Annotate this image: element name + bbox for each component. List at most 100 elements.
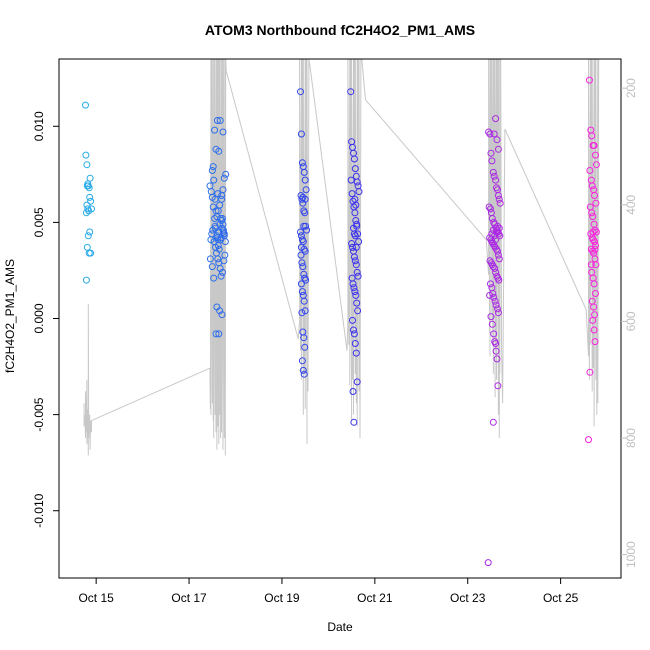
data-point (302, 276, 310, 284)
data-point (300, 334, 308, 342)
data-point (210, 274, 218, 282)
data-point (301, 176, 309, 184)
data-point (211, 222, 219, 230)
data-point (351, 257, 359, 265)
right-altitude-axis: 200 400 600 800 1000 (621, 78, 638, 568)
data-point (592, 161, 600, 169)
data-point (299, 366, 307, 374)
data-point (494, 382, 502, 390)
y-tick-label: -0.010 (32, 493, 46, 527)
data-point (491, 297, 499, 305)
data-point (489, 263, 497, 271)
x-axis: Oct 15 Oct 17 Oct 19 Oct 21 Oct 23 Oct 25 (78, 577, 579, 605)
data-point (299, 193, 307, 201)
data-point (217, 234, 225, 242)
data-point (355, 188, 363, 196)
y-tick-label: -0.005 (32, 397, 46, 431)
data-point (487, 313, 495, 321)
data-point (213, 117, 221, 124)
y2-tick-label: 600 (624, 311, 638, 331)
data-point (491, 243, 499, 251)
data-point (352, 291, 360, 299)
data-point (492, 176, 500, 184)
data-point (350, 284, 358, 292)
y-tick-label: 0.010 (32, 111, 46, 141)
data-point (209, 163, 217, 171)
data-point (494, 145, 502, 153)
data-point (351, 165, 359, 173)
data-point (494, 192, 502, 199)
data-point (298, 259, 306, 267)
data-point (490, 172, 498, 180)
data-point (354, 307, 362, 315)
data-point (591, 192, 598, 199)
data-point (352, 261, 360, 269)
data-point (492, 347, 500, 355)
data-point (217, 272, 225, 280)
data-point (488, 157, 496, 165)
data-point (351, 232, 359, 240)
data-point (589, 316, 597, 324)
data-point (592, 261, 600, 269)
data-point (347, 176, 355, 184)
x-tick-label: Oct 17 (171, 591, 207, 605)
data-point (297, 243, 305, 251)
data-point (590, 326, 598, 334)
data-point (355, 238, 363, 246)
data-point (208, 230, 216, 238)
data-point (591, 226, 599, 234)
data-point (218, 195, 226, 203)
altitude-trace-layer (83, 59, 600, 456)
data-point (298, 357, 306, 365)
data-point (208, 167, 216, 174)
data-point (349, 316, 356, 324)
data-point (354, 230, 362, 238)
data-point (589, 236, 597, 244)
data-point (216, 307, 224, 315)
data-point (352, 201, 360, 209)
data-point (351, 340, 359, 347)
data-point (491, 265, 499, 272)
x-tick-label: Oct 25 (543, 591, 579, 605)
data-point (219, 228, 227, 236)
y2-tick-label: 400 (624, 194, 638, 214)
data-point (353, 378, 361, 386)
data-point (487, 149, 495, 157)
data-point (88, 205, 95, 213)
data-point (491, 232, 499, 240)
chart-title: ATOM3 Northbound fC2H4O2_PM1_AMS (205, 22, 475, 38)
data-point (297, 280, 305, 288)
data-point (84, 232, 92, 240)
data-point (299, 263, 307, 271)
data-point (216, 265, 224, 272)
data-point (82, 276, 90, 284)
y2-tick-label: 800 (624, 428, 638, 448)
data-point (87, 197, 95, 205)
data-point (300, 168, 308, 176)
data-point (350, 330, 358, 338)
data-point (484, 559, 492, 567)
data-point (585, 76, 593, 84)
data-point (494, 247, 501, 255)
data-point (590, 142, 598, 149)
data-point (86, 228, 94, 236)
data-point (486, 130, 494, 138)
data-point (297, 130, 305, 138)
data-point (487, 280, 494, 288)
data-point (587, 261, 595, 269)
data-point (489, 418, 497, 426)
data-point (586, 368, 594, 376)
data-point (301, 247, 309, 255)
data-points-layer (82, 76, 600, 567)
y2-tick-label: 1000 (624, 541, 638, 568)
data-point (592, 290, 599, 297)
altitude-trace-line (83, 59, 600, 456)
data-point (82, 151, 90, 159)
data-point (347, 88, 355, 96)
data-point (489, 168, 497, 176)
data-point (86, 193, 94, 201)
data-point (212, 330, 220, 338)
data-point (298, 309, 306, 317)
data-point (492, 268, 500, 276)
